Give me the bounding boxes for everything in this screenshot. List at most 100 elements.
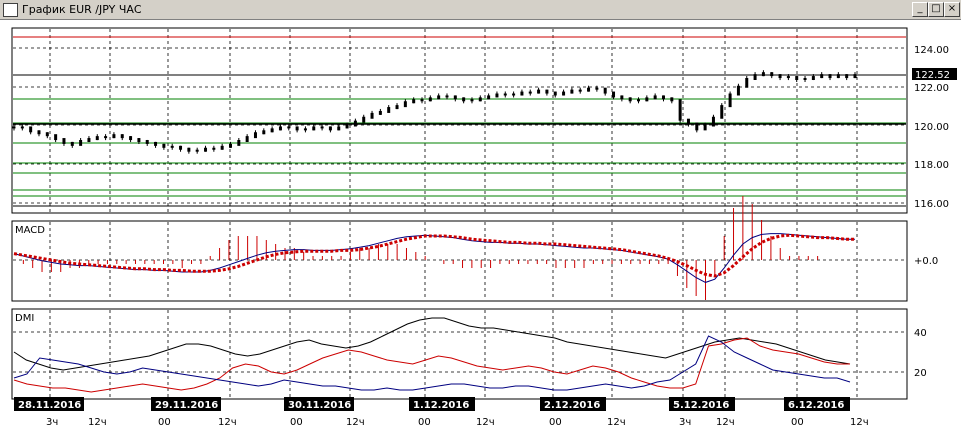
price-bar [661,95,665,100]
dmi-adx-line [13,317,851,371]
date-label: 30.11.2016 [288,400,351,411]
price-bar [70,141,74,146]
date-label: 2.12.2016 [544,400,600,411]
price-bar [345,124,349,129]
price-bar [12,126,16,129]
price-bar [553,91,557,96]
price-bar [462,97,466,102]
current-price: 122.52 [915,70,950,81]
price-bar [303,128,307,131]
hour-labels: 3ч 12ч 00 12ч 00 12ч 00 12ч 00 12ч 3ч 12… [46,417,869,428]
chart-window-icon [3,3,18,17]
price-bar [537,89,541,94]
dmi-minus-line [13,335,851,391]
price-bar [562,91,566,96]
price-bar [853,74,857,79]
price-bar [803,78,807,80]
price-bar [820,74,824,79]
price-bar [736,85,740,96]
price-tick: 118.00 [914,160,949,171]
date-label: 1.12.2016 [413,400,469,411]
dmi-tick: 40 [914,328,927,339]
horizontal-levels [13,36,906,207]
price-bar [845,74,849,79]
price-bar [312,126,316,131]
price-bar [204,147,208,152]
hour-label: 00 [290,417,303,428]
price-bar [453,95,457,100]
price-bar [745,78,749,88]
price-panel[interactable] [11,27,908,214]
price-bar [612,91,616,98]
price-bar [653,95,657,100]
price-bar [603,87,607,94]
chart-area[interactable]: MACD DMI 124.00 122.00 120.00 118.00 116… [0,20,961,431]
price-bar [595,87,599,90]
close-button[interactable]: × [944,2,960,17]
hour-label: 12ч [607,417,626,428]
price-bar [520,91,524,96]
hour-label: 3ч [46,417,58,428]
dmi-plus-line [13,337,850,393]
price-bar [628,97,632,102]
price-bar [786,76,790,79]
macd-label: MACD [15,225,45,236]
price-tick: 116.00 [914,199,949,210]
price-bar [370,112,374,119]
minimize-button[interactable]: _ [912,2,928,17]
window-title: График EUR /JPY ЧАС [22,3,142,16]
maximize-button[interactable]: □ [928,2,944,17]
hour-label: 00 [549,417,562,428]
price-bar [470,99,474,102]
price-tick: 120.00 [914,122,949,133]
price-bar [703,124,707,131]
price-bar [287,126,291,129]
hour-label: 00 [791,417,804,428]
price-bar [245,136,249,142]
price-bar [545,89,549,94]
price-bar [362,116,366,123]
price-bar [637,99,641,102]
price-bar [695,122,699,131]
price-bar [811,76,815,80]
price-bar [795,76,799,80]
price-bar [137,138,141,142]
window-titlebar: График EUR /JPY ЧАС _ □ × [0,0,961,20]
hour-label: 00 [158,417,171,428]
price-bar [262,130,266,135]
price-bar [645,97,649,102]
price-tick: 124.00 [914,45,949,56]
grid-lines [13,29,906,398]
price-bar [195,149,199,152]
price-bar [253,132,257,139]
price-bar [487,95,491,100]
macd-panel[interactable] [11,220,908,302]
price-bar [828,74,832,79]
price-bar [503,93,507,96]
price-bar [278,126,282,131]
price-bar [437,95,441,100]
chart-svg[interactable]: MACD DMI 124.00 122.00 120.00 118.00 116… [0,20,961,431]
price-bar [170,145,174,148]
price-bar [295,126,299,131]
price-bar [120,134,124,139]
price-bar [45,132,49,137]
price-bar [104,136,108,139]
price-bar [836,74,840,79]
price-bar [761,72,765,77]
macd-signal-line [13,233,855,278]
price-bar [37,130,41,135]
price-bar [670,97,674,102]
date-label: 29.11.2016 [155,400,218,411]
hour-label: 00 [418,417,431,428]
price-bar [678,99,682,121]
price-bar [587,87,591,92]
price-bar [112,134,116,139]
price-bar [753,74,757,80]
price-bar [328,126,332,131]
hour-label: 12ч [88,417,107,428]
price-bar [495,93,499,98]
price-bar [378,110,382,115]
price-bar [145,140,149,144]
price-bar [387,107,391,113]
